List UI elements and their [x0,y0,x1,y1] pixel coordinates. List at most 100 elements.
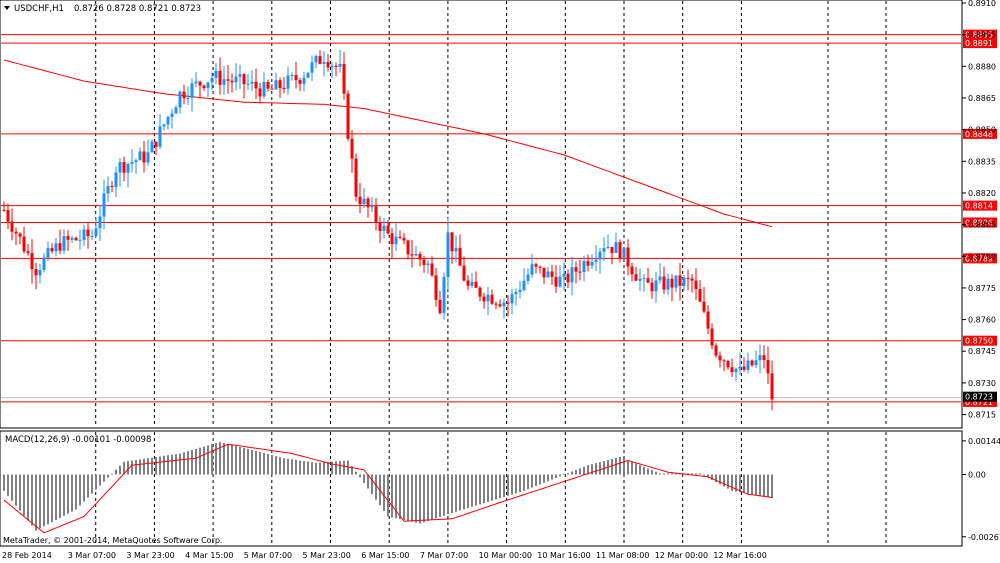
macd-bar [19,474,21,511]
bull-candle [734,368,738,373]
macd-bar [515,474,517,494]
macd-bar [595,463,597,475]
macd-bar [547,474,549,482]
bull-candle [190,83,194,98]
macd-bar [199,447,201,475]
time-tick-label: 6 Mar 15:00 [361,551,409,560]
macd-bar [63,474,65,516]
macd-bar [127,461,129,475]
bull-candle [54,243,58,252]
bull-candle [102,193,106,217]
macd-bar [619,457,621,475]
macd-bar [87,474,89,498]
candles [2,50,774,411]
bull-candle [114,172,118,187]
macd-bar [495,474,497,500]
bear-candle [6,209,10,222]
macd-bar [367,474,369,489]
bull-candle [414,253,418,256]
bull-candle [214,70,218,78]
macd-bar [719,474,721,485]
bull-candle [394,236,398,245]
macd-bar [75,474,77,510]
macd-bar [615,458,617,475]
macd-bar [463,474,465,510]
bull-candle [206,82,210,89]
level-tag-label: 0.8721 [965,398,993,407]
dropdown-triangle-icon[interactable] [4,6,10,10]
bear-candle [402,237,406,241]
moving-average-line [3,59,773,228]
bear-candle [242,74,246,85]
bear-candle [434,275,438,300]
bull-candle [598,251,602,260]
bear-candle [50,248,54,252]
macd-bar [295,459,297,475]
macd-bar [175,454,177,475]
time-tick-label: 3 Mar 23:00 [126,551,174,560]
macd-bar [123,461,125,475]
macd-bar [351,466,353,475]
macd-pane-border [0,430,963,547]
bear-candle [686,277,690,279]
bull-candle [682,277,686,286]
time-tick-label: 10 Mar 16:00 [537,551,590,560]
bull-candle [222,79,226,85]
macd-bar [707,474,709,478]
bear-candle [490,294,494,304]
bull-candle [82,229,86,240]
bull-candle [470,281,474,286]
macd-bar [759,474,761,496]
macd-pane[interactable] [0,430,963,547]
macd-bar [339,461,341,475]
macd-bar [251,450,253,475]
macd-bar [195,448,197,475]
time-tick-label: 5 Mar 23:00 [303,551,351,560]
macd-bar [291,459,293,475]
macd-bar [239,446,241,475]
bear-candle [378,222,382,231]
macd-bar [171,454,173,475]
level-tag-label: 0.8895 [965,31,993,40]
macd-bar [431,474,433,520]
macd-bar [131,460,133,475]
bull-candle [146,152,150,163]
macd-bar [91,474,93,494]
bear-candle [110,185,114,187]
macd-bar [723,474,725,487]
macd-bar [435,474,437,519]
macd-bar [599,462,601,475]
bear-candle [406,240,410,255]
bear-candle [254,81,258,89]
price-pane[interactable] [0,0,963,429]
price-tick-label: 0.8805 [968,221,996,230]
macd-bar [47,474,49,525]
bull-candle [98,216,102,229]
bear-candle [478,287,482,297]
macd-bar [191,450,193,475]
bear-candle [566,273,570,283]
bear-candle [390,233,394,245]
bear-candle [714,345,718,356]
bull-candle [162,124,166,127]
bear-candle [750,360,754,366]
bear-candle [354,158,358,197]
bear-candle [410,254,414,256]
bear-candle [690,278,694,281]
bear-candle [346,93,350,139]
macd-bar [735,474,737,492]
bull-candle [310,62,314,73]
time-tick-label: 7 Mar 07:00 [420,551,468,560]
bear-candle [366,198,370,208]
bull-candle [78,239,82,241]
bull-candle [746,360,750,370]
bull-candle [306,72,310,78]
bull-candle [674,275,678,288]
price-tick-label: 0.8715 [968,411,996,420]
bear-candle [74,237,78,241]
macd-bar [551,474,553,480]
macd-bar [763,474,765,497]
bull-candle [150,141,154,153]
bear-candle [398,236,402,238]
